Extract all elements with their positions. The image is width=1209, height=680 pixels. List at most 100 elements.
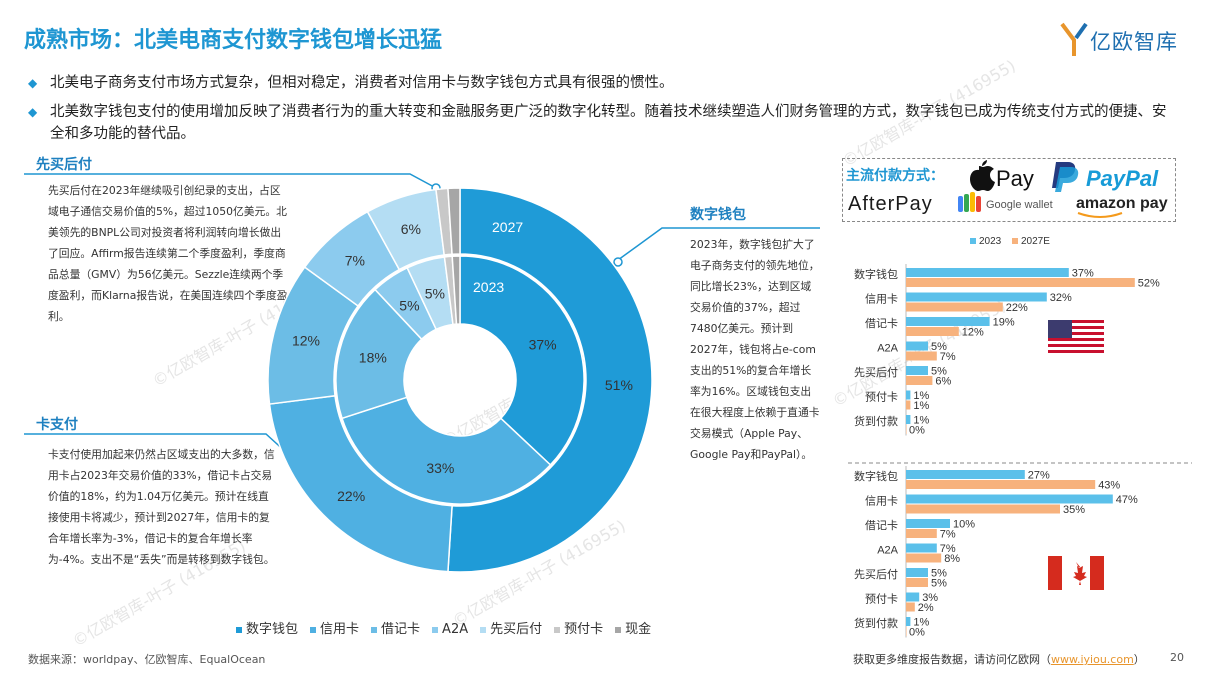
bar-2027E [906, 278, 1135, 287]
bar-category-label: 预付卡 [865, 391, 898, 404]
bar-value-label: 7% [940, 529, 956, 541]
bar-value-label: 6% [935, 376, 951, 388]
legend-swatch [236, 626, 242, 633]
bar-value-label: 8% [944, 553, 960, 565]
payments-box [842, 158, 1176, 222]
legend-item: 预付卡 [554, 618, 603, 637]
footer-link[interactable]: www.iyiou.com [1051, 653, 1134, 666]
footer: 获取更多维度报告数据，请访问亿欧网（www.iyiou.com） [853, 651, 1145, 667]
bar-2023 [906, 317, 990, 326]
canada-flag-icon [1048, 556, 1104, 590]
bar-value-label: 47% [1116, 494, 1138, 506]
bar-2027E [906, 376, 933, 385]
donut-inner-label-2: 18% [359, 350, 387, 366]
bar-value-label: 3% [922, 592, 938, 604]
bar-category-label: A2A [877, 343, 898, 355]
legend-item: 先买后付 [480, 618, 542, 637]
legend-label: A2A [442, 622, 469, 637]
diamond-icon: ◆ [28, 76, 38, 90]
paypal-logo: PayPal [1052, 162, 1159, 192]
svg-text:Google wallet: Google wallet [986, 199, 1053, 211]
bar-2023 [906, 268, 1069, 277]
bar-2027E [906, 425, 907, 434]
page-number: 20 [1170, 651, 1184, 664]
donut-outer-label-4: 6% [401, 221, 421, 237]
bar-value-label: 7% [940, 543, 956, 555]
bar-category-label: 先买后付 [854, 366, 898, 379]
bar-2027E [906, 553, 942, 563]
bar-charts: 2023 2027E 数字钱包 37% 52% 信用卡 32% 22% 借记卡 19% 12% A2… [848, 236, 1192, 639]
page-title: 成熟市场：北美电商支付数字钱包增长迅猛 [24, 28, 443, 53]
donut-outer-segment-6 [447, 187, 461, 256]
donut-chart: 51% 22% 12% 7% 6% 37% 33% 18% 5% 5% 2027 2023 [267, 187, 653, 573]
bar-category-label: 先买后付 [854, 568, 898, 581]
donut-inner-label-0: 37% [529, 336, 557, 352]
legend-item: 数字钱包 [236, 618, 298, 637]
svg-text:PayPal: PayPal [1086, 166, 1159, 191]
payments-label: 主流付款方式： [846, 168, 944, 184]
bar-2023 [906, 494, 1113, 504]
bar-2023 [906, 543, 937, 553]
donut-inner-label-1: 33% [426, 460, 454, 476]
bar-2027E [906, 327, 959, 336]
legend-label: 数字钱包 [246, 622, 299, 637]
legend-item: 信用卡 [310, 618, 359, 637]
legend-swatch [615, 626, 622, 633]
footer-end: ） [1133, 653, 1145, 666]
donut-outer-label-0: 51% [605, 377, 633, 393]
donut-inner-label-4: 5% [425, 286, 445, 302]
bar-value-label: 1% [913, 400, 929, 412]
donut-labels: 51% 22% 12% 7% 6% 37% 33% 18% 5% 5% [292, 221, 633, 504]
yiou-logo-icon [1060, 22, 1088, 56]
bar-value-label: 27% [1028, 470, 1050, 482]
bar-category-label: 信用卡 [865, 293, 898, 306]
wallet-title: 数字钱包 [690, 207, 746, 223]
bullet-text: 北美电子商务支付市场方式复杂，但相对稳定，消费者对信用卡与数字钱包方式具有很强的… [50, 75, 674, 91]
bar-legend: 2023 2027E [970, 236, 1050, 247]
donut-inner-segment-6 [451, 255, 461, 325]
bar-2027E [906, 529, 937, 538]
bar-category-label: 信用卡 [865, 495, 898, 508]
bar-value-label: 5% [931, 568, 947, 580]
afterpay-logo: AfterPay [848, 193, 933, 215]
bar-category-label: 货到付款 [854, 414, 898, 428]
bar-value-label: 22% [1006, 302, 1028, 314]
apple-pay-logo: Pay [970, 160, 1034, 191]
bar-value-label: 0% [909, 627, 925, 639]
bar-value-label: 37% [1072, 268, 1094, 280]
legend-label: 信用卡 [320, 622, 360, 637]
bar-2027E [906, 400, 911, 410]
diamond-icon: ◆ [28, 105, 38, 119]
card-title: 卡支付 [36, 417, 78, 433]
bar-2027E [906, 351, 937, 361]
card-description: 卡支付使用加起来仍然占区域支出的大多数，信用卡占2023年交易价值的33%，借记… [48, 448, 275, 566]
bar-value-label: 5% [931, 578, 947, 590]
bar-2023 [906, 341, 928, 351]
legend-label: 借记卡 [381, 622, 421, 637]
bnpl-title: 先买后付 [36, 157, 92, 173]
bar-2027E [906, 602, 915, 612]
bar-value-label: 12% [962, 327, 984, 339]
donut-outer-label-3: 7% [345, 253, 365, 269]
google-wallet-logo: Google wallet [958, 192, 1053, 212]
bullet-item: ◆ 北美电子商务支付市场方式复杂，但相对稳定，消费者对信用卡与数字钱包方式具有很强… [28, 72, 1178, 94]
bar-value-label: 5% [931, 341, 947, 353]
us-flag-icon [1048, 320, 1104, 354]
canada-bar-chart: 数字钱包 27%43%信用卡 47%35%借记卡 10%7%A2A 7%8%先买后付 5%… [854, 466, 1138, 639]
bar-category-label: 数字钱包 [854, 469, 898, 483]
us-bar-chart: 数字钱包 37%52%信用卡 32%22%借记卡 19%12%A2A 5%7%先买后付 5… [854, 264, 1160, 437]
bar-2023 [906, 366, 928, 375]
amazon-pay-logo: amazon pay [1076, 195, 1168, 218]
bar-value-label: 1% [913, 415, 929, 427]
footer-text: 获取更多维度报告数据，请访问亿欧网（ [853, 653, 1051, 666]
bar-2023 [906, 592, 920, 602]
bar-value-label: 0% [909, 425, 925, 437]
donut-outer-segment-0 [447, 187, 653, 573]
bullet-text: 北美数字钱包支付的使用增加反映了消费者行为的重大转变和金融服务更广泛的数字化转型… [50, 104, 1167, 142]
bar-value-label: 5% [931, 366, 947, 378]
bar-value-label: 19% [993, 317, 1015, 329]
bar-value-label: 43% [1098, 480, 1120, 492]
bar-value-label: 1% [913, 390, 929, 402]
bar-2027E [906, 578, 928, 587]
bar-value-label: 32% [1050, 292, 1072, 304]
